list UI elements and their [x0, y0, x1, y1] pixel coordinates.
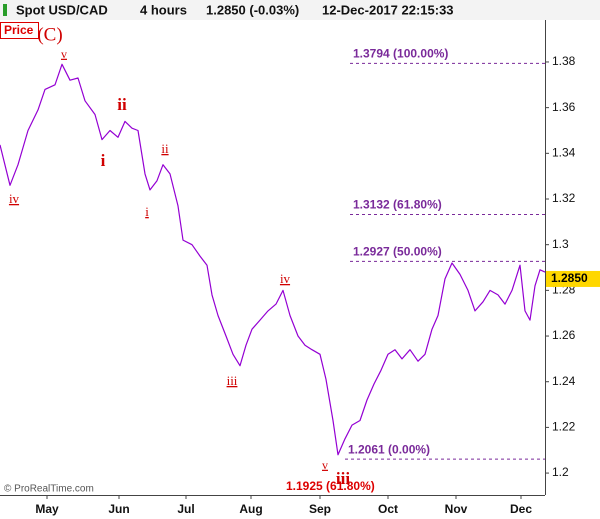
wave-label: ii	[117, 95, 127, 114]
fib-label: 1.2927 (50.00%)	[353, 245, 442, 259]
x-tick-label: Aug	[239, 502, 262, 516]
wave-label: iii	[336, 469, 350, 488]
fib-label: 1.2061 (0.00%)	[348, 442, 430, 456]
x-tick-label: Nov	[445, 502, 468, 516]
chart-title: Spot USD/CAD	[16, 2, 108, 17]
x-tick-label: Jul	[177, 502, 194, 516]
last-price: 1.2850 (-0.03%)	[206, 2, 299, 17]
y-tick-label: 1.36	[552, 100, 576, 114]
wave-label: ii	[161, 141, 169, 156]
y-tick-label: 1.22	[552, 420, 576, 434]
x-tick-label: Dec	[510, 502, 532, 516]
y-tick-label: 1.38	[552, 54, 576, 68]
wave-label: iii	[227, 373, 238, 388]
y-tick-label: 1.3	[552, 237, 569, 251]
fib-label: 1.3132 (61.80%)	[353, 198, 442, 212]
panel-label: Price	[4, 23, 34, 37]
y-tick-label: 1.2	[552, 465, 569, 479]
target-label: 1.1925 (61.80%)	[286, 479, 375, 493]
x-tick-label: Oct	[378, 502, 398, 516]
y-tick-label: 1.34	[552, 145, 576, 159]
wave-label: i	[101, 151, 106, 170]
panel-label-box	[0, 22, 39, 39]
timestamp: 12-Dec-2017 22:15:33	[322, 2, 454, 17]
watermark: © ProRealTime.com	[4, 484, 94, 495]
x-tick-label: Jun	[108, 502, 129, 516]
wave-label: iv	[280, 271, 291, 286]
wave-label: v	[61, 47, 67, 61]
wave-label: v	[322, 458, 328, 472]
x-tick-label: May	[35, 502, 59, 516]
timeframe: 4 hours	[140, 2, 187, 17]
current-price-label: 1.2850	[551, 271, 588, 285]
y-tick-label: 1.24	[552, 374, 576, 388]
y-tick-label: 1.32	[552, 191, 576, 205]
wave-label: iv	[9, 191, 20, 206]
x-tick-label: Sep	[309, 502, 331, 516]
current-price-box	[546, 270, 600, 287]
header-icon	[3, 4, 7, 16]
wave-label: i	[145, 204, 149, 219]
header-bar	[0, 0, 600, 20]
wave-label: (C)	[37, 24, 62, 45]
fib-label: 1.3794 (100.00%)	[353, 47, 448, 61]
price-line	[0, 63, 546, 456]
y-tick-label: 1.26	[552, 328, 576, 342]
